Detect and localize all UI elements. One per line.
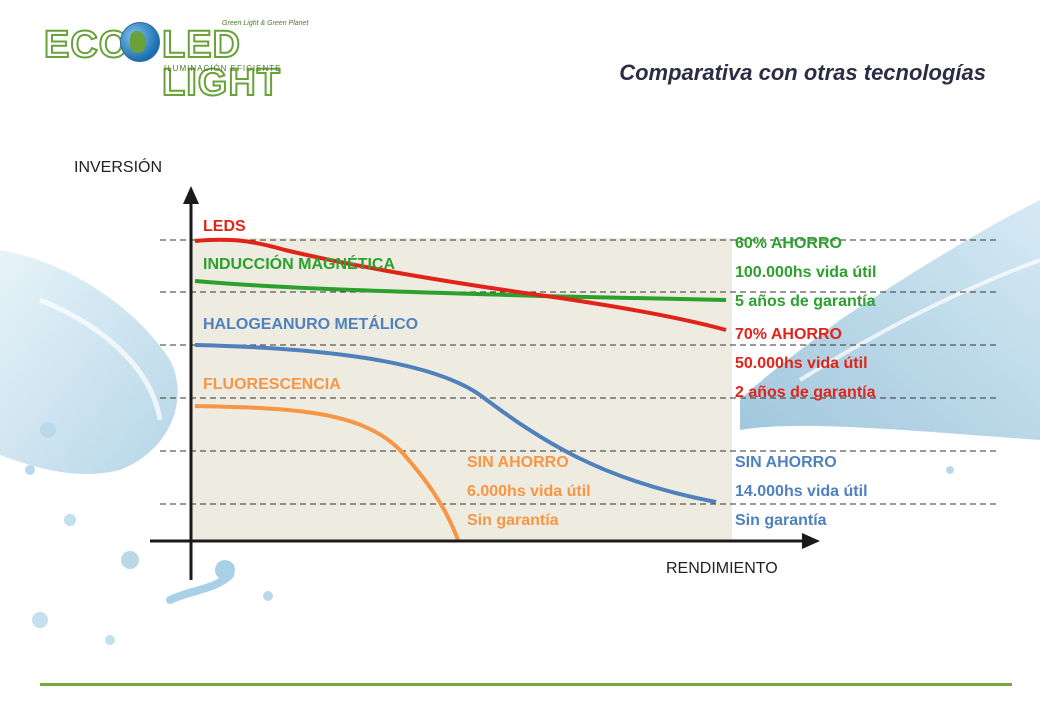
annotation-fluorescencia-vida: 6.000hs vida útil (467, 483, 591, 500)
page-title: Comparativa con otras tecnologías (619, 60, 986, 85)
annotation-leds-ahorro: 70% AHORRO (735, 326, 842, 343)
annotation-fluorescencia-ahorro: SIN AHORRO (467, 454, 569, 471)
y-axis-arrowhead (183, 186, 199, 204)
globe-icon (120, 22, 160, 62)
annotation-induccion-garantia: 5 años de garantía (735, 293, 876, 310)
annotation-halogeno-garantia: Sin garantía (735, 512, 827, 529)
annotation-halogeno-vida: 14.000hs vida útil (735, 483, 868, 500)
logo-text-led-light: LED LIGHT (161, 24, 281, 104)
curve-label-induccion: INDUCCIÓN MAGNÉTICA (203, 256, 395, 273)
y-axis-label: INVERSIÓN (74, 159, 163, 176)
logo-text-eco: ECO (43, 24, 130, 66)
curve-induccion (194, 279, 727, 302)
x-axis-label: RENDIMIENTO (666, 560, 778, 577)
annotation-induccion-ahorro: 60% AHORRO (735, 235, 842, 252)
annotation-halogeno-ahorro: SIN AHORRO (735, 454, 837, 471)
annotation-leds-garantia: 2 años de garantía (735, 384, 876, 401)
curve-label-leds: LEDS (203, 218, 246, 235)
curve-leds (194, 237, 727, 332)
curve-label-halogeno: HALOGEANURO METÁLICO (203, 316, 419, 333)
annotation-leds-vida: 50.000hs vida útil (735, 355, 868, 372)
dashed-gridlines (160, 239, 1000, 505)
eco-led-light-logo: ECO LED LIGHT Green Light & Green Planet… (43, 20, 344, 103)
annotation-induccion-vida: 100.000hs vida útil (735, 264, 877, 281)
x-axis-arrowhead (802, 533, 820, 549)
curve-halogeno (194, 343, 717, 504)
logo-subtitle: ILUMINACIÓN EFICIENTE (164, 64, 282, 73)
logo-tagline: Green Light & Green Planet (222, 20, 309, 27)
footer-divider (40, 683, 1012, 686)
curve-fluorescencia (194, 404, 460, 541)
annotation-fluorescencia-garantia: Sin garantía (467, 512, 559, 529)
curve-label-fluorescencia: FLUORESCENCIA (203, 376, 341, 393)
